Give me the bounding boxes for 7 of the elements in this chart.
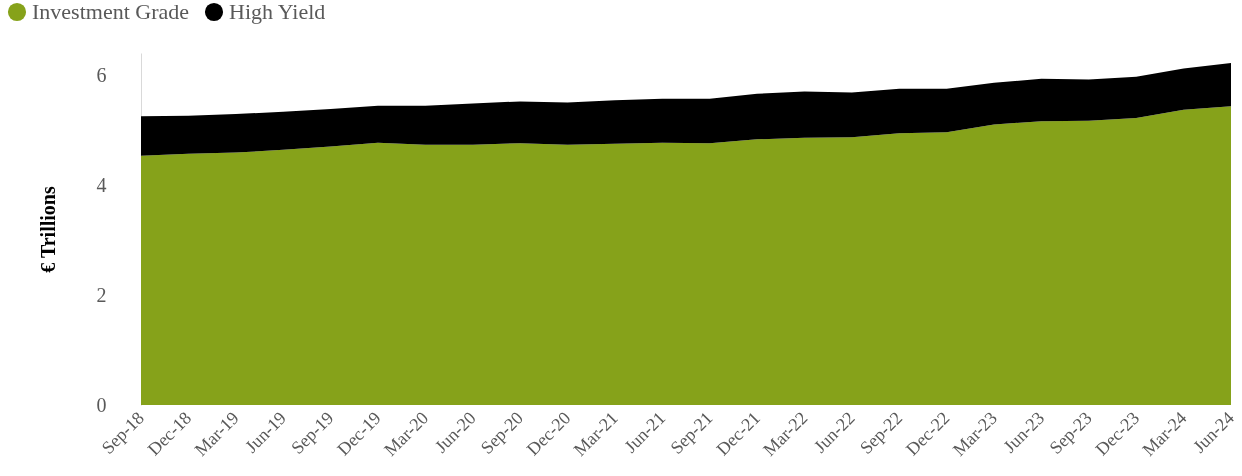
- legend-label: High Yield: [229, 0, 326, 24]
- y-tick-label: 4: [96, 173, 107, 196]
- legend-label: Investment Grade: [32, 0, 189, 24]
- y-tick-label: 0: [96, 393, 107, 416]
- y-tick-label: 2: [96, 283, 107, 306]
- y-axis-title: € Trillions: [36, 186, 59, 273]
- y-tick-label: 6: [96, 63, 107, 86]
